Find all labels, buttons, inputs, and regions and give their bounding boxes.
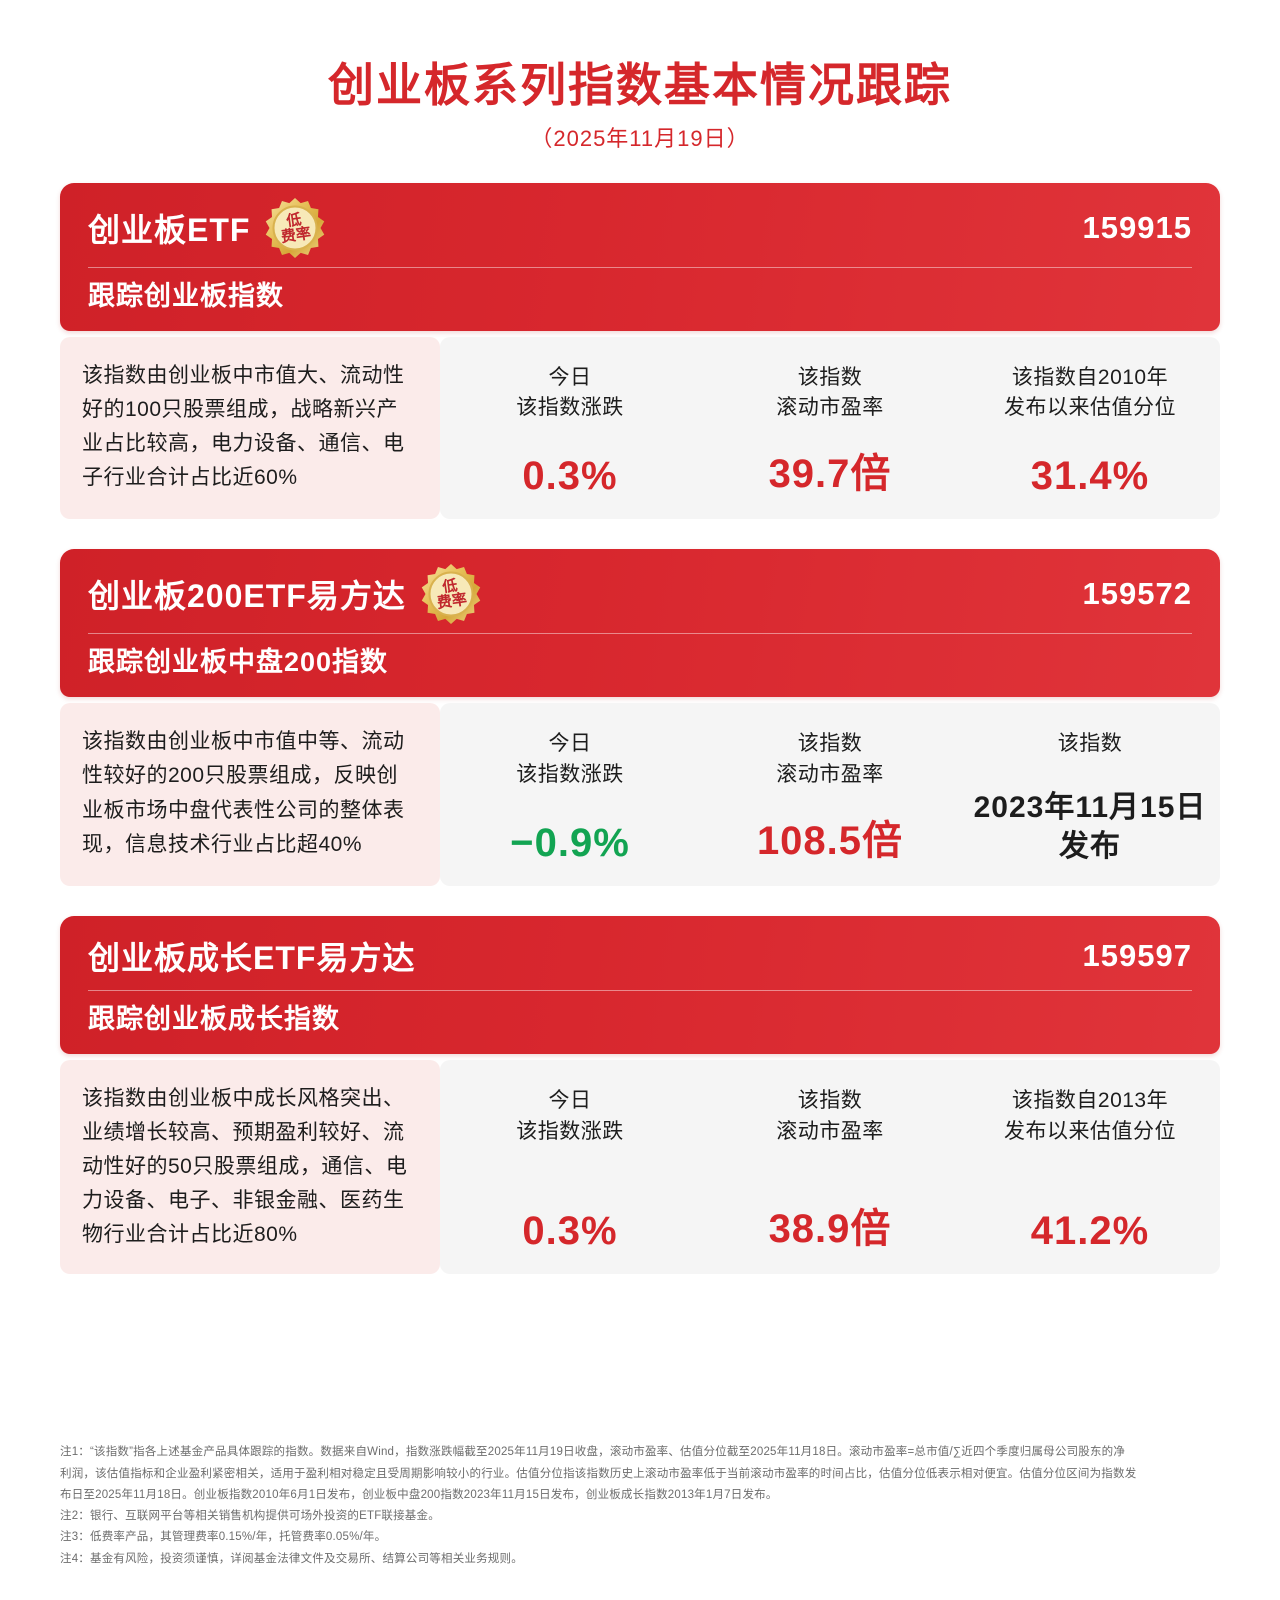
page-title: 创业板系列指数基本情况跟踪 [328, 59, 952, 111]
stat-label-line2: 该指数涨跌 [516, 762, 624, 786]
stat-cell: 今日该指数涨跌 0.3% [440, 1060, 700, 1274]
tracked-index-label: 跟踪创业板指数 [88, 280, 284, 311]
stat-value: 38.9倍 [768, 1207, 892, 1252]
footnote-line: 注2：银行、互联网平台等相关销售机构提供可场外投资的ETF联接基金。 [60, 1510, 440, 1523]
page-date: （2025年11月19日） [530, 125, 750, 151]
footnote-line: 注1：“该指数”指各上述基金产品具体跟踪的指数。数据来自Wind，指数涨跌幅截至… [60, 1446, 1126, 1459]
index-description: 该指数由创业板中市值中等、流动性较好的200只股票组成，反映创业板市场中盘代表性… [60, 703, 440, 887]
stat-label-line2: 发布以来估值分位 [1004, 1119, 1176, 1143]
stat-label: 今日 该指数涨跌 [516, 1086, 624, 1147]
seal-label-line2: 费率 [280, 224, 313, 246]
stat-value: 0.3% [522, 1209, 618, 1254]
title-block: 创业板系列指数基本情况跟踪 （2025年11月19日） [60, 0, 1220, 153]
stat-label-line1: 该指数 [797, 1089, 863, 1113]
etf-card: 创业板ETF 低费率 159915 跟踪创业板指数该指数由创业板中市值大、流动性好的1… [60, 182, 1220, 520]
footnote-line: 注4：基金有风险，投资须谨慎，详阅基金法律文件及交易所、结算公司等相关业务规则。 [60, 1552, 523, 1565]
etf-name: 创业板成长ETF易方达 [88, 940, 416, 977]
card-body: 该指数由创业板中成长风格突出、业绩增长较高、预期盈利较好、流动性好的50只股票组… [60, 1060, 1220, 1275]
stat-label: 该指数 滚动市盈率 [776, 729, 884, 790]
stat-value: 0.3% [522, 454, 618, 499]
stat-cell: 今日该指数涨跌 0.3% [440, 337, 700, 520]
etf-code: 159597 [1082, 938, 1192, 974]
footnote-line: 布日至2025年11月18日。创业板指数2010年6月1日发布，创业板中盘200… [60, 1488, 778, 1501]
stat-label: 该指数 滚动市盈率 [776, 363, 884, 424]
card-header: 创业板ETF 低费率 159915 跟踪创业板指数 [60, 182, 1220, 331]
low-fee-seal-icon: 低费率 [264, 197, 326, 259]
stat-label-line1: 今日 [548, 1089, 592, 1113]
stat-cell: 今日该指数涨跌 −0.9% [440, 703, 700, 886]
header-divider [88, 990, 1192, 992]
card-header: 创业板成长ETF易方达 159597 跟踪创业板成长指数 [60, 916, 1220, 1055]
stat-label: 今日 该指数涨跌 [516, 363, 624, 424]
etf-name: 创业板200ETF易方达 [88, 578, 406, 615]
card-list: 创业板ETF 低费率 159915 跟踪创业板指数该指数由创业板中市值大、流动性好的1… [60, 182, 1220, 1275]
stat-cell: 该指数自2010年 发布以来估值分位 31.4% [960, 337, 1220, 520]
footnote-line: 利润，该估值指标和企业盈利紧密相关，适用于盈利相对稳定且受周期影响较小的行业。估… [60, 1467, 1137, 1480]
stat-label-line2: 该指数涨跌 [516, 396, 624, 420]
tracked-index-label: 跟踪创业板成长指数 [88, 1004, 340, 1035]
stat-label-line2: 滚动市盈率 [776, 762, 884, 786]
stats-panel: 今日该指数涨跌 0.3% 该指数滚动市盈率 39.7倍 该指数自2010年 发布以来估值分… [440, 336, 1220, 520]
etf-code: 159915 [1082, 209, 1192, 245]
index-description: 该指数由创业板中成长风格突出、业绩增长较高、预期盈利较好、流动性好的50只股票组… [60, 1060, 440, 1275]
stat-value: 108.5倍 [756, 819, 904, 864]
card-header: 创业板200ETF易方达低费率 159572 跟踪创业板中盘200指数 [60, 549, 1220, 698]
stat-cell: 该指数 2023年11月15日 发布 [960, 703, 1220, 886]
etf-card: 创业板200ETF易方达低费率 159572 跟踪创业板中盘200指数该指数由创业板… [60, 549, 1220, 887]
low-fee-seal-icon: 低费率 [420, 563, 482, 625]
footnotes: 注1：“该指数”指各上述基金产品具体跟踪的指数。数据来自Wind，指数涨跌幅截至… [60, 1442, 1236, 1570]
card-body: 该指数由创业板中市值大、流动性好的100只股票组成，战略新兴产业占比较高，电力设… [60, 336, 1220, 520]
stats-panel: 今日该指数涨跌 0.3% 该指数滚动市盈率 38.9倍 该指数自2013年 发布以来估值分… [440, 1060, 1220, 1275]
stat-value: 39.7倍 [768, 452, 892, 497]
stat-value: 2023年11月15日 发布 [973, 791, 1207, 864]
stat-label: 该指数 滚动市盈率 [776, 1086, 884, 1147]
tracked-index-label: 跟踪创业板中盘200指数 [88, 647, 389, 678]
stat-cell: 该指数滚动市盈率 38.9倍 [700, 1060, 960, 1274]
stat-cell: 该指数滚动市盈率 39.7倍 [700, 337, 960, 520]
stat-label-line1: 该指数 [1057, 732, 1123, 756]
header-divider [88, 266, 1192, 268]
stats-panel: 今日该指数涨跌 −0.9% 该指数滚动市盈率 108.5倍 该指数 2023年11月15日… [440, 703, 1220, 887]
stat-label-line1: 该指数 [797, 365, 863, 389]
stat-label: 今日 该指数涨跌 [516, 729, 624, 790]
stat-label-line2: 发布以来估值分位 [1004, 396, 1176, 420]
stat-label-line1: 今日 [548, 365, 592, 389]
stat-label-line1: 今日 [548, 732, 592, 756]
stat-label: 该指数 [1058, 729, 1123, 759]
stat-cell: 该指数滚动市盈率 108.5倍 [700, 703, 960, 886]
etf-card: 创业板成长ETF易方达 159597 跟踪创业板成长指数该指数由创业板中成长风格突出… [60, 916, 1220, 1275]
stat-label-line1: 该指数自2013年 [1011, 1089, 1169, 1113]
stat-value: 41.2% [1030, 1209, 1150, 1254]
stat-value: −0.9% [510, 821, 630, 866]
header-divider [88, 633, 1192, 635]
etf-name: 创业板ETF [88, 211, 251, 248]
stat-label-line2: 滚动市盈率 [776, 1119, 884, 1143]
stat-label: 该指数自2010年 发布以来估值分位 [1004, 363, 1176, 424]
stat-label: 该指数自2013年 发布以来估值分位 [1004, 1086, 1176, 1147]
stat-label-line2: 该指数涨跌 [516, 1119, 624, 1143]
stat-label-line2: 滚动市盈率 [776, 396, 884, 420]
stat-value: 31.4% [1030, 454, 1150, 499]
stat-cell: 该指数自2013年 发布以来估值分位 41.2% [960, 1060, 1220, 1274]
card-body: 该指数由创业板中市值中等、流动性较好的200只股票组成，反映创业板市场中盘代表性… [60, 703, 1220, 887]
footnote-line: 注3：低费率产品，其管理费率0.15%/年，托管费率0.05%/年。 [60, 1531, 387, 1544]
stat-label-line1: 该指数 [797, 732, 863, 756]
stat-label-line1: 该指数自2010年 [1011, 365, 1169, 389]
seal-label-line2: 费率 [435, 591, 468, 613]
etf-code: 159572 [1082, 576, 1192, 612]
index-description: 该指数由创业板中市值大、流动性好的100只股票组成，战略新兴产业占比较高，电力设… [60, 336, 440, 520]
